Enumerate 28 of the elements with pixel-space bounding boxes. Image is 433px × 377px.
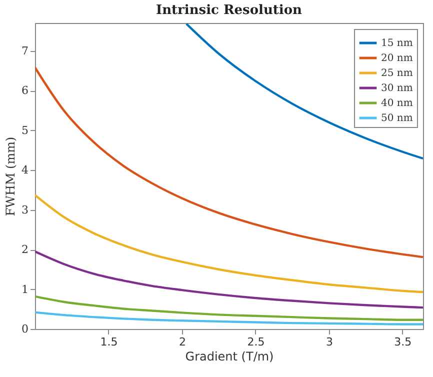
y-tick-label: 2 <box>22 243 28 256</box>
line-series <box>35 194 423 294</box>
y-axis-title: FWHM (mm) <box>4 136 18 216</box>
y-tick-label: 4 <box>22 164 28 177</box>
line-series <box>35 66 423 258</box>
line-series <box>35 295 423 321</box>
x-axis-title: Gradient (T/m) <box>185 350 274 364</box>
line-series <box>185 23 423 160</box>
y-tick-label: 7 <box>22 44 28 58</box>
x-tick-label: 2 <box>178 336 186 348</box>
y-tick-label: 6 <box>22 84 28 98</box>
legend-label: 50 nm <box>381 113 414 124</box>
y-tick-label: 0 <box>22 322 28 336</box>
x-tick-label: 2.5 <box>247 336 265 348</box>
y-tick-label: 1 <box>22 282 28 296</box>
legend-label: 30 nm <box>381 83 414 94</box>
legend-label: 15 nm <box>381 38 414 49</box>
legend-label: 40 nm <box>381 98 414 109</box>
legend-label: 25 nm <box>381 68 414 79</box>
x-tick-label: 3.5 <box>394 336 412 348</box>
legend-label: 20 nm <box>381 53 414 64</box>
chart-title: Intrinsic Resolution <box>156 3 303 18</box>
x-tick-label: 1.5 <box>100 336 118 348</box>
y-tick-label: 3 <box>22 203 28 216</box>
x-tick-label: 3 <box>326 336 333 348</box>
y-tick-label: 5 <box>22 124 28 137</box>
line-series <box>35 311 423 326</box>
line-series <box>35 250 423 309</box>
